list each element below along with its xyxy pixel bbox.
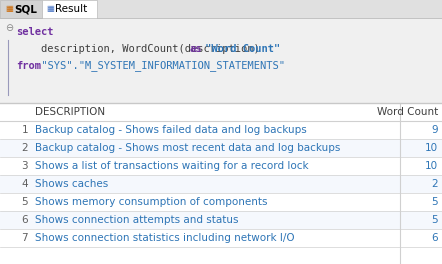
Text: 5: 5	[431, 215, 438, 225]
Text: as: as	[190, 44, 202, 54]
Text: Word Count: Word Count	[377, 107, 438, 117]
Text: ▦: ▦	[46, 4, 54, 13]
Text: from: from	[16, 61, 41, 71]
Bar	[0, 229, 442, 247]
Bar	[0, 139, 442, 157]
Text: Shows memory consumption of components: Shows memory consumption of components	[35, 197, 267, 207]
Text: Shows a list of transactions waiting for a record lock: Shows a list of transactions waiting for…	[35, 161, 309, 171]
Bar	[42, 0, 97, 18]
Text: Shows caches: Shows caches	[35, 179, 108, 189]
Bar	[0, 0, 442, 18]
Bar	[0, 193, 442, 211]
Text: 10: 10	[425, 143, 438, 153]
Text: 5: 5	[21, 197, 28, 207]
Text: 2: 2	[21, 143, 28, 153]
Text: Result: Result	[55, 4, 87, 14]
Text: description, WordCount(description): description, WordCount(description)	[16, 44, 266, 54]
Text: ▦: ▦	[5, 4, 13, 13]
Text: "SYS"."M_SYSTEM_INFORMATION_STATEMENTS": "SYS"."M_SYSTEM_INFORMATION_STATEMENTS"	[35, 60, 286, 72]
Text: 4: 4	[21, 179, 28, 189]
Text: ⊖: ⊖	[5, 23, 13, 33]
Text: 2: 2	[431, 179, 438, 189]
Text: 10: 10	[425, 161, 438, 171]
Bar	[0, 211, 442, 229]
Text: DESCRIPTION: DESCRIPTION	[35, 107, 105, 117]
Text: 3: 3	[21, 161, 28, 171]
Text: 5: 5	[431, 197, 438, 207]
Text: 6: 6	[21, 215, 28, 225]
Text: 1: 1	[21, 125, 28, 135]
Text: Shows connection statistics including network I/O: Shows connection statistics including ne…	[35, 233, 295, 243]
Text: Shows connection attempts and status: Shows connection attempts and status	[35, 215, 239, 225]
Text: "Word Count": "Word Count"	[199, 44, 280, 54]
Text: SQL: SQL	[14, 4, 37, 14]
Bar	[0, 18, 442, 103]
Bar	[0, 157, 442, 175]
Text: Backup catalog - Shows most recent data and log backups: Backup catalog - Shows most recent data …	[35, 143, 340, 153]
Text: 9: 9	[431, 125, 438, 135]
Bar	[0, 121, 442, 139]
Bar	[0, 175, 442, 193]
Text: select: select	[16, 27, 53, 37]
Bar	[0, 103, 442, 264]
Text: 6: 6	[431, 233, 438, 243]
Bar	[0, 0, 42, 18]
Text: Backup catalog - Shows failed data and log backups: Backup catalog - Shows failed data and l…	[35, 125, 307, 135]
Text: 7: 7	[21, 233, 28, 243]
